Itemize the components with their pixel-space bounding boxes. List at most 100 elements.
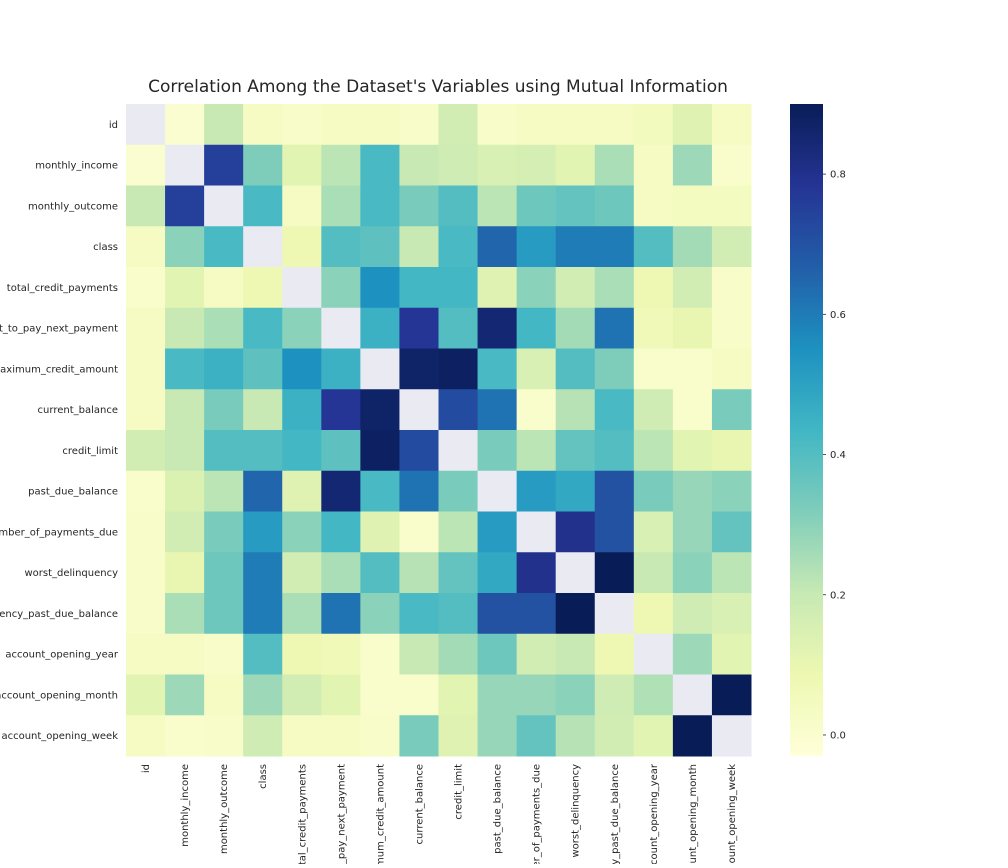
heat-cell — [204, 633, 244, 675]
heat-cell — [672, 226, 713, 268]
heat-cell — [477, 715, 518, 757]
heat-cell — [360, 185, 400, 227]
heat-cell — [321, 144, 361, 186]
heat-cell — [360, 430, 400, 472]
heat-cell — [516, 389, 557, 431]
heat-cell — [477, 674, 518, 716]
missing-cell — [672, 674, 713, 716]
heat-cell — [399, 430, 439, 472]
heat-cell — [165, 674, 205, 716]
y-tick-label: account_opening_year — [5, 650, 118, 661]
heat-cell — [165, 593, 205, 635]
heat-cell — [126, 267, 166, 309]
y-tick-label: account_opening_week — [1, 731, 118, 742]
missing-cell — [282, 267, 322, 309]
heat-cell — [399, 104, 439, 146]
heat-cell — [204, 552, 244, 594]
y-tick-label: monthly_outcome — [28, 201, 118, 212]
heat-cell — [672, 144, 713, 186]
heat-cell — [672, 185, 713, 227]
heat-cell — [633, 348, 674, 390]
missing-cell — [516, 511, 557, 553]
heat-cell — [321, 552, 361, 594]
y-tick-label: past_due_balance — [28, 487, 118, 498]
heat-cell — [633, 511, 674, 553]
heat-cell — [360, 389, 400, 431]
heat-cell — [243, 715, 283, 757]
heat-cell — [711, 104, 752, 146]
heat-cell — [126, 715, 166, 757]
heat-cell — [360, 633, 400, 675]
heat-cell — [516, 226, 557, 268]
colorbar-tick-label: 0.0 — [830, 730, 846, 741]
heat-cell — [321, 104, 361, 146]
x-tick-label: maximum_credit_amount — [375, 764, 386, 864]
heat-cell — [204, 511, 244, 553]
heat-cell — [711, 144, 752, 186]
heat-cell — [516, 470, 557, 512]
heat-cell — [516, 185, 557, 227]
heat-cell — [399, 633, 439, 675]
heat-cell — [282, 104, 322, 146]
missing-cell — [126, 104, 166, 146]
heat-cell — [282, 430, 322, 472]
heat-cell — [321, 430, 361, 472]
heat-cell — [555, 348, 596, 390]
heat-cell — [399, 144, 439, 186]
heat-cell — [594, 348, 635, 390]
heat-cell — [399, 470, 439, 512]
heat-cell — [594, 674, 635, 716]
heat-cell — [477, 307, 518, 349]
heat-cell — [399, 593, 439, 635]
heat-cell — [204, 715, 244, 757]
heat-cell — [243, 104, 283, 146]
heat-cell — [672, 348, 713, 390]
y-tick-label: worst_delinquency_past_due_balance — [0, 609, 118, 620]
heat-cell — [711, 389, 752, 431]
heat-cell — [204, 144, 244, 186]
heat-cell — [672, 552, 713, 594]
y-tick-label: maximum_credit_amount — [0, 364, 118, 375]
heat-cell — [243, 552, 283, 594]
heat-cell — [126, 552, 166, 594]
heat-cell — [594, 470, 635, 512]
heat-cell — [438, 552, 479, 594]
heat-cell — [438, 267, 479, 309]
heat-cell — [633, 104, 674, 146]
heat-cell — [126, 470, 166, 512]
missing-cell — [243, 226, 283, 268]
heat-cell — [204, 470, 244, 512]
heat-cell — [633, 430, 674, 472]
colorbar-tick-label: 0.4 — [830, 450, 846, 461]
y-tick-label: account_opening_month — [0, 690, 118, 701]
heat-cell — [399, 552, 439, 594]
x-tick-label: worst_delinquency_past_due_balance — [610, 764, 621, 864]
heat-cell — [282, 348, 322, 390]
y-tick-label: number_of_payments_due — [0, 527, 118, 538]
missing-cell — [165, 144, 205, 186]
heat-cell — [516, 144, 557, 186]
heat-cell — [477, 226, 518, 268]
heat-cell — [477, 389, 518, 431]
heat-cell — [594, 185, 635, 227]
heat-cell — [438, 674, 479, 716]
x-tick-label: class — [258, 764, 269, 789]
heat-cell — [711, 307, 752, 349]
heat-cell — [711, 226, 752, 268]
heat-cell — [516, 307, 557, 349]
x-tick-label: amount_to_pay_next_payment — [336, 764, 347, 864]
x-tick-label: monthly_income — [180, 764, 191, 847]
heat-cell — [243, 633, 283, 675]
heat-cell — [165, 307, 205, 349]
y-tick-label: worst_delinquency — [24, 568, 118, 579]
heat-cell — [321, 267, 361, 309]
missing-cell — [711, 715, 752, 757]
heat-cell — [165, 470, 205, 512]
heat-cell — [321, 633, 361, 675]
heat-cell — [360, 307, 400, 349]
heat-cell — [360, 267, 400, 309]
heat-cell — [672, 389, 713, 431]
x-tick-label: total_credit_payments — [297, 764, 308, 864]
heat-cell — [555, 430, 596, 472]
heat-cell — [555, 674, 596, 716]
